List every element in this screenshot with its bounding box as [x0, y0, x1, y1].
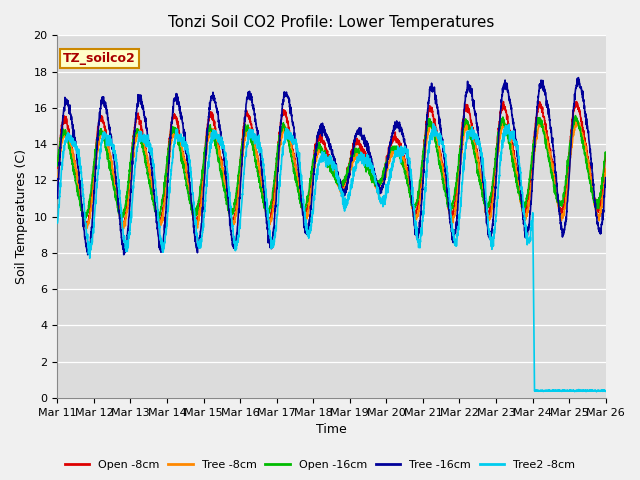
Text: TZ_soilco2: TZ_soilco2	[63, 52, 136, 65]
Legend: Open -8cm, Tree -8cm, Open -16cm, Tree -16cm, Tree2 -8cm: Open -8cm, Tree -8cm, Open -16cm, Tree -…	[60, 456, 580, 474]
Y-axis label: Soil Temperatures (C): Soil Temperatures (C)	[15, 149, 28, 284]
Title: Tonzi Soil CO2 Profile: Lower Temperatures: Tonzi Soil CO2 Profile: Lower Temperatur…	[168, 15, 495, 30]
X-axis label: Time: Time	[316, 423, 347, 436]
